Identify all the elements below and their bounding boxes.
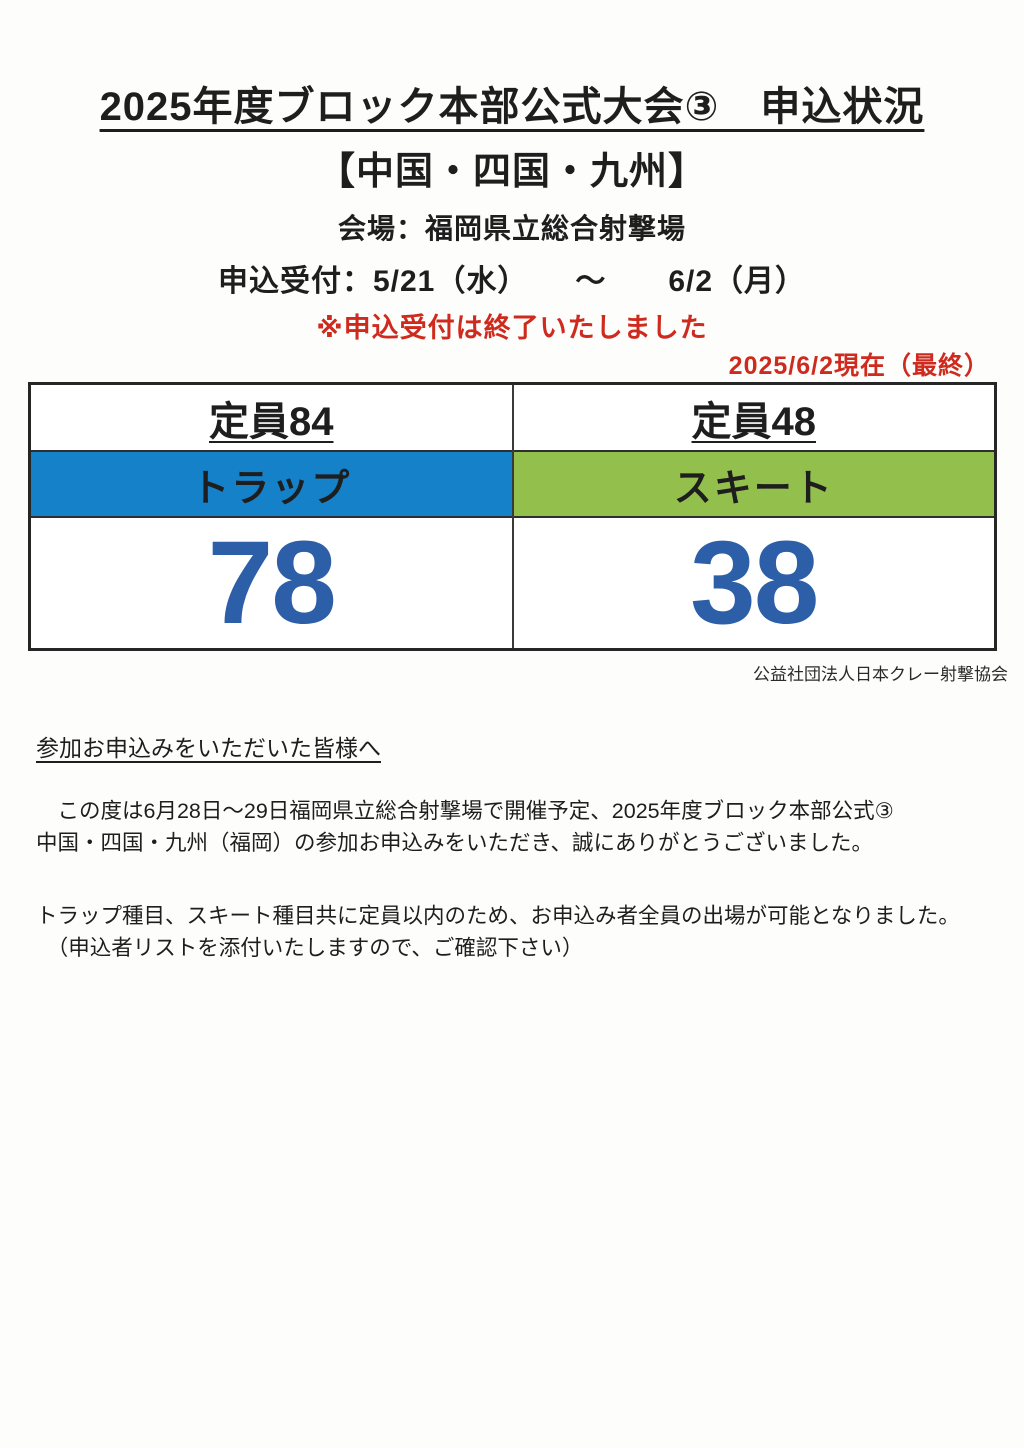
organization-attribution: 公益社団法人日本クレー射撃協会 <box>753 665 1008 684</box>
trap-capacity-cell: 定員84 <box>31 385 512 450</box>
result-paragraph-line1: トラップ種目、スキート種目共に定員以内のため、お申込み者全員の出場が可能となりま… <box>36 903 960 928</box>
result-paragraph-line2: （申込者リストを添付いたしますので、ご確認下さい） <box>36 935 584 960</box>
result-paragraph: トラップ種目、スキート種目共に定員以内のため、お申込み者全員の出場が可能となりま… <box>36 900 994 965</box>
trap-column: 定員84 トラップ 78 <box>31 385 512 648</box>
venue-line: 会場：福岡県立総合射撃場 <box>337 213 686 244</box>
skeet-count-cell: 38 <box>514 518 995 648</box>
thanks-paragraph: この度は6月28日～29日福岡県立総合射撃場で開催予定、2025年度ブロック本部… <box>36 795 994 860</box>
skeet-capacity-cell: 定員48 <box>514 385 995 450</box>
closed-notice: ※申込受付は終了いたしました <box>316 313 708 343</box>
skeet-count-value: 38 <box>690 517 819 649</box>
page-subtitle-region: 【中国・四国・九州】 <box>316 151 707 193</box>
trap-count-cell: 78 <box>31 518 512 648</box>
trap-event-cell: トラップ <box>31 450 512 518</box>
trap-capacity-label: 定員84 <box>209 399 334 444</box>
application-period-line: 申込受付：5/21（水） ～ 6/2（月） <box>217 265 807 298</box>
skeet-capacity-label: 定員48 <box>691 399 817 444</box>
skeet-column: 定員48 スキート 38 <box>511 385 995 648</box>
thanks-paragraph-line1: この度は6月28日～29日福岡県立総合射撃場で開催予定、2025年度ブロック本部… <box>36 799 894 823</box>
skeet-event-label: スキート <box>673 467 834 510</box>
skeet-event-cell: スキート <box>513 450 994 518</box>
page-title: 2025年度ブロック本部公式大会③ 申込状況 <box>99 85 925 129</box>
thanks-paragraph-line2: 中国・四国・九州（福岡）の参加お申込みをいただき、誠にありがとうございました。 <box>36 831 873 856</box>
status-table: 定員84 トラップ 78 定員48 スキート 38 <box>28 382 997 651</box>
document-header: 2025年度ブロック本部公式大会③ 申込状況 【中国・四国・九州】 会場：福岡県… <box>0 0 1024 382</box>
as-of-date: 2025/6/2現在（最終） <box>728 352 990 380</box>
trap-event-label: トラップ <box>191 467 352 510</box>
body-text: 参加お申込みをいただいた皆様へ この度は6月28日～29日福岡県立総合射撃場で開… <box>36 685 994 964</box>
trap-count-value: 78 <box>207 517 337 649</box>
greeting-heading: 参加お申込みをいただいた皆様へ <box>36 735 381 761</box>
